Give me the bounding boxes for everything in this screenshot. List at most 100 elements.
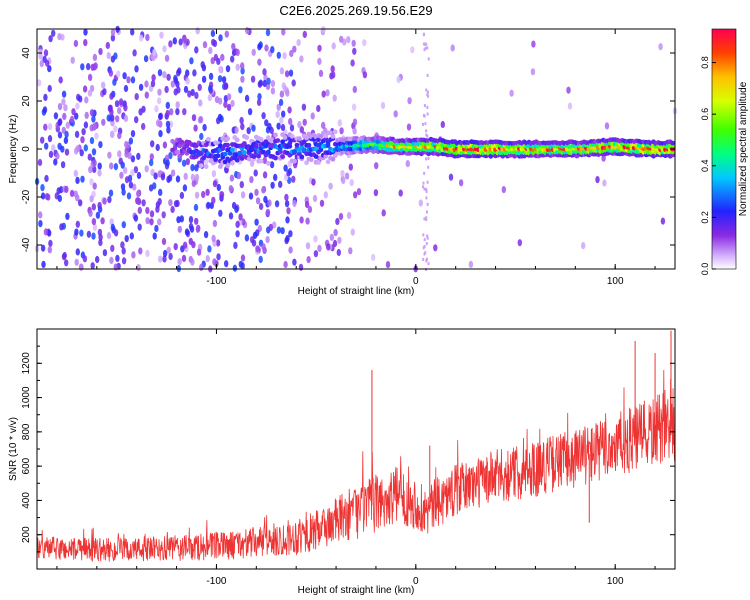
spectrogram-noise-cell xyxy=(251,239,257,247)
spectrogram-noise-cell xyxy=(190,173,196,181)
spectrogram-noise-cell xyxy=(64,185,69,193)
spectrogram-noise-cell xyxy=(251,124,256,132)
spectrogram-noise-cell xyxy=(468,260,474,268)
spectrogram-noise-cell xyxy=(248,192,254,200)
spectrogram-noise-cell xyxy=(79,229,84,237)
spectrogram-noise-cell xyxy=(261,112,266,120)
spectrogram-noise-cell xyxy=(197,83,202,91)
spectrogram-noise-cell xyxy=(141,122,146,131)
spectrogram-noise-cell xyxy=(425,157,428,161)
spectrogram-noise-cell xyxy=(145,249,150,257)
spectrogram-noise-cell xyxy=(279,116,284,124)
snr-x-tick-label: 0 xyxy=(413,576,419,587)
spectrogram-noise-cell xyxy=(168,199,173,207)
spectrogram-noise-cell xyxy=(262,79,267,88)
spectrogram-noise-cell xyxy=(426,134,429,138)
spectrogram-noise-cell xyxy=(169,108,174,116)
spectrogram-band-cell xyxy=(234,137,240,143)
spectrogram-noise-cell xyxy=(88,209,93,217)
spectrogram-noise-cell xyxy=(581,242,586,250)
spectrogram-noise-cell xyxy=(352,85,357,94)
spectrogram-noise-cell xyxy=(253,169,258,177)
spectrogram-noise-cell xyxy=(58,76,63,84)
spectrogram-noise-cell xyxy=(284,200,290,208)
spectrogram-noise-cell xyxy=(280,123,286,132)
spectrogram-noise-cell xyxy=(312,194,318,203)
spectrogram-noise-cell xyxy=(270,87,276,95)
spectrogram-noise-cell xyxy=(194,46,199,54)
spectrogram-noise-cell xyxy=(164,85,169,94)
spectrogram-noise-cell xyxy=(241,218,246,226)
spectrogram-noise-cell xyxy=(161,237,167,246)
spectrogram-noise-cell xyxy=(212,180,218,188)
spectrogram-noise-cell xyxy=(118,98,124,106)
spectrogram-noise-cell xyxy=(425,188,428,191)
spectrogram-noise-cell xyxy=(240,191,246,199)
spectrogram-noise-cell xyxy=(130,130,136,138)
spectrogram-noise-cell xyxy=(276,226,282,234)
spectrogram-band-cell xyxy=(175,149,180,155)
spectrogram-noise-cell xyxy=(302,118,307,126)
spectrogram-noise-cell xyxy=(198,116,204,124)
spectrogram-noise-cell xyxy=(426,73,429,77)
spectrogram-noise-cell xyxy=(63,104,68,112)
spectrogram-x-tick-label: 100 xyxy=(607,276,624,287)
spectrogram-noise-cell xyxy=(121,247,126,255)
spectrogram-noise-cell xyxy=(47,123,53,131)
spectrogram-noise-cell xyxy=(219,191,225,199)
spectrogram-noise-cell xyxy=(301,103,307,111)
spectrogram-noise-cell xyxy=(427,94,430,98)
spectrogram-band-cell xyxy=(325,159,331,165)
spectrogram-noise-cell xyxy=(205,188,210,196)
spectrogram-noise-cell xyxy=(288,69,294,77)
spectrogram-noise-cell xyxy=(40,184,45,192)
spectrogram-noise-cell xyxy=(136,171,142,180)
spectrogram-noise-cell xyxy=(75,176,80,184)
spectrogram-noise-cell xyxy=(299,55,304,63)
spectrogram-noise-cell xyxy=(94,132,99,140)
spectrogram-noise-cell xyxy=(226,93,232,101)
spectrogram-noise-cell xyxy=(425,216,428,220)
spectrogram-noise-cell xyxy=(199,263,204,271)
spectrogram-noise-cell xyxy=(87,89,93,97)
spectrogram-noise-cell xyxy=(305,242,311,250)
spectrogram-noise-cell xyxy=(149,159,154,167)
spectrogram-noise-cell xyxy=(427,262,430,266)
spectrogram-band-cell xyxy=(246,156,252,162)
spectrogram-noise-cell xyxy=(198,99,203,107)
spectrogram-noise-cell xyxy=(136,197,141,205)
spectrogram-noise-cell xyxy=(418,199,423,207)
spectrogram-noise-cell xyxy=(228,212,234,220)
spectrogram-band-cell xyxy=(323,153,329,159)
spectrogram-noise-cell xyxy=(98,141,103,149)
spectrogram-noise-cell xyxy=(117,131,122,140)
spectrogram-noise-cell xyxy=(63,259,69,267)
spectrogram-x-ticks: -100 0 100 xyxy=(56,29,656,287)
spectrogram-noise-cell xyxy=(509,89,514,97)
spectrogram-noise-cell xyxy=(75,145,80,153)
spectrogram-noise-cell xyxy=(162,249,168,258)
spectrogram-noise-cell xyxy=(352,47,357,55)
spectrogram-noise-cell xyxy=(531,40,536,48)
spectrogram-noise-cell xyxy=(149,153,154,161)
spectrogram-noise-cell xyxy=(117,150,122,158)
spectrogram-noise-cell xyxy=(299,126,304,134)
spectrogram-noise-cell xyxy=(265,28,271,37)
spectrogram-noise-cell xyxy=(120,241,125,249)
spectrogram-noise-cell xyxy=(306,256,311,264)
spectrogram-noise-cell xyxy=(265,208,271,216)
spectrogram-noise-cell xyxy=(396,76,401,84)
spectrogram-noise-cell xyxy=(595,176,600,184)
spectrogram-band-cell xyxy=(275,138,281,143)
spectrogram-noise-cell xyxy=(270,80,276,88)
spectrogram-band-cell xyxy=(316,160,321,165)
figure-title: C2E6.2025.269.19.56.E29 xyxy=(279,3,432,18)
spectrogram-noise-cell xyxy=(346,36,351,44)
spectrogram-noise-cell xyxy=(154,224,159,233)
spectrogram-noise-cell xyxy=(119,171,124,179)
spectrogram-noise-cell xyxy=(424,122,427,126)
spectrogram-noise-cell xyxy=(263,195,268,204)
spectrogram-noise-cell xyxy=(167,174,173,182)
spectrogram-noise-cell xyxy=(93,62,98,70)
spectrogram-noise-cell xyxy=(83,144,89,152)
